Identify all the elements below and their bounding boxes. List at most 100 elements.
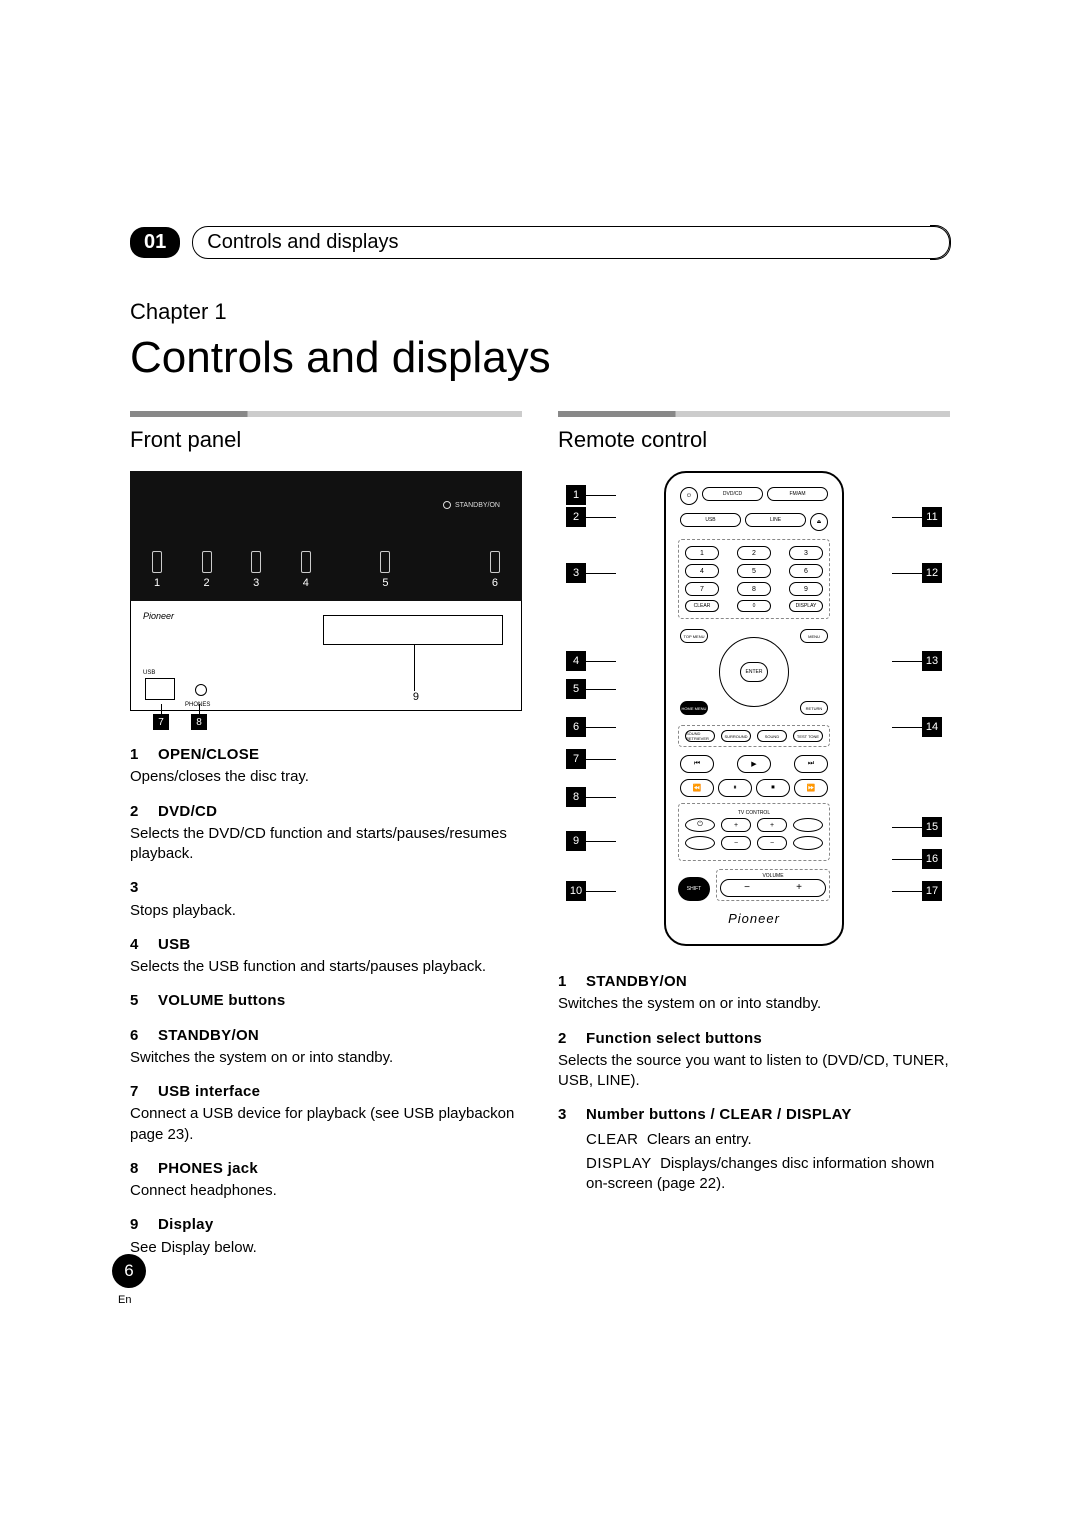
front-panel-button: 2 [202,551,212,589]
callout-line [199,704,200,714]
number-button-icon: 9 [789,582,823,596]
front-panel-button: 1 [152,551,162,589]
definition-item: 9DisplaySee Display below. [130,1215,522,1258]
menu-button-icon: MENU [800,629,828,643]
definition-item: 8PHONES jackConnect headphones. [130,1159,522,1202]
input-button-icon [685,836,715,850]
number-button-icon: 5 [737,564,771,578]
front-panel-illustration: STANDBY/ON 123456 Pioneer 9 USB PHONES 7… [130,471,522,711]
number-button-icon: 3 [789,546,823,560]
callout-marker: 10 [566,881,586,901]
dvdcd-button-icon: DVD/CD [702,487,763,501]
number-button-icon: 7 [685,582,719,596]
page-language-label: En [118,1294,131,1306]
front-panel-button: 4 [301,551,311,589]
chapter-number-badge: 01 [130,227,180,258]
sound-buttons: SOUND RETRIEVERSURROUNDSOUNDTEST TONE [678,725,830,747]
front-panel-button: 6 [490,551,500,589]
callout-marker: 17 [922,881,942,901]
remote-illustration-wrap: ⏻ DVD/CD FM/AM USB LINE ⏏ 123456789 CLEA… [558,471,950,946]
volume-group: VOLUME −+ [716,869,830,901]
definition-item: 4USBSelects the USB function and starts/… [130,935,522,978]
callout-number: 9 [413,691,419,703]
front-panel-button: 3 [251,551,261,589]
vol-up-icon: + [757,818,787,832]
number-pad: 123456789 CLEAR0DISPLAY [678,539,830,619]
top-menu-button-icon: TOP MENU [680,629,708,643]
section-rule [558,411,950,417]
chapter-label: Chapter 1 [130,299,950,325]
callout-marker: 11 [922,507,942,527]
definition-item: 1OPEN/CLOSEOpens/closes the disc tray. [130,745,522,788]
callout-line [586,891,616,892]
callout-marker: 4 [566,651,586,671]
sound-button-icon: SURROUND [721,730,751,742]
shift-button-icon: SHIFT [678,877,710,901]
number-button-icon: 8 [737,582,771,596]
section-rule [130,411,522,417]
page-content: 01 Controls and displays Chapter 1 Contr… [130,226,950,1272]
prev-button-icon: ⏮ [680,755,714,773]
definition-item: 5VOLUME buttons [130,991,522,1011]
phones-jack-icon [195,684,207,696]
chapter-title: Controls and displays [130,333,950,383]
callout-line [892,661,922,662]
home-menu-button-icon: HOME MENU [680,701,708,715]
clear-row-button-icon: CLEAR [685,600,719,612]
rewind-button-icon: ⏪ [680,779,714,797]
ch-up-icon: + [721,818,751,832]
callout-line [892,891,922,892]
fmam-button-icon: FM/AM [767,487,828,501]
transport-row-2: ⏪ ⏸ ⏹ ⏩ [678,779,830,797]
usb-port-icon [145,678,175,700]
callout-marker: 12 [922,563,942,583]
open-close-button-icon: ⏏ [810,513,828,531]
callout-line [892,517,922,518]
mute-button-icon [793,836,823,850]
callout-marker: 7 [566,749,586,769]
callout-marker: 2 [566,507,586,527]
sound-button-icon: SOUND [757,730,787,742]
ch-down-icon: − [721,836,751,850]
vol-down-icon: − [757,836,787,850]
front-panel-button: 5 [380,551,390,589]
enter-button-icon: ENTER [740,662,768,682]
play-button-icon: ▶ [737,755,771,773]
line-button-icon: LINE [745,513,806,527]
front-panel-heading: Front panel [130,427,522,453]
front-panel-definitions: 1OPEN/CLOSEOpens/closes the disc tray. 2D… [130,745,522,1258]
number-button-icon: 4 [685,564,719,578]
page-number-badge: 6 [112,1254,146,1288]
callout-marker: 14 [922,717,942,737]
number-button-icon: 1 [685,546,719,560]
remote-brand-label: Pioneer [678,911,830,926]
number-button-icon: 2 [737,546,771,560]
callout-marker: 6 [566,717,586,737]
number-button-icon: 6 [789,564,823,578]
next-button-icon: ⏭ [794,755,828,773]
callout-line [892,573,922,574]
remote-definitions: 1STANDBY/ONSwitches the system on or int… [558,972,950,1194]
callout-line [586,689,616,690]
front-panel-column: Front panel STANDBY/ON 123456 Pioneer 9 … [130,411,522,1272]
brand-logo: Pioneer [143,611,174,621]
callout-line [892,827,922,828]
callout-marker: 8 [566,787,586,807]
callout-marker: 3 [566,563,586,583]
pause-button-icon: ⏸ [718,779,752,797]
tv-standby-icon: ⏻ [685,818,715,832]
callout-line [892,727,922,728]
usb-button-icon: USB [680,513,741,527]
standby-button-icon: ⏻ [680,487,698,505]
callout-marker: 9 [566,831,586,851]
page-header: 01 Controls and displays [130,226,950,259]
callout-line [586,517,616,518]
forward-button-icon: ⏩ [794,779,828,797]
remote-control-column: Remote control ⏻ DVD/CD FM/AM USB LINE ⏏ [558,411,950,1272]
usb-port-label: USB [143,670,155,676]
callout-line [161,704,162,714]
bottom-row: SHIFT VOLUME −+ [678,869,830,901]
definition-item: 2DVD/CDSelects the DVD/CD function and s… [130,802,522,865]
callout-marker: 5 [566,679,586,699]
callout-line [586,495,616,496]
